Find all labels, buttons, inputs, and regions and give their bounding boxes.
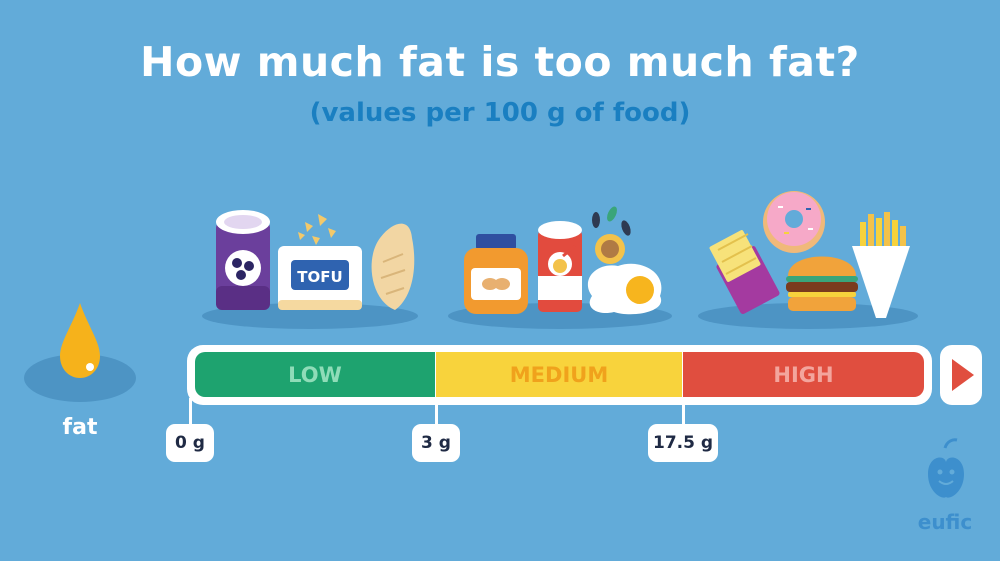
scale-segment-low: LOW	[195, 352, 435, 397]
high-group-shadow	[698, 303, 918, 329]
chocolate-icon	[709, 230, 780, 314]
donut-icon	[763, 191, 825, 253]
scale-label-medium: MEDIUM	[509, 362, 609, 387]
scale-label-high: HIGH	[773, 362, 834, 387]
fat-level-scale: LOW MEDIUM HIGH	[187, 345, 932, 405]
apple-face-icon	[928, 438, 964, 498]
tick-3	[435, 398, 438, 428]
threshold-17-5g: 17.5 g	[648, 424, 718, 462]
threshold-0g: 0 g	[166, 424, 214, 462]
nutrient-label: fat	[62, 415, 98, 440]
tofu-label: TOFU	[297, 268, 342, 286]
burger-icon	[786, 256, 858, 311]
scale-segment-high: HIGH	[683, 352, 924, 397]
brand-name: eufic	[917, 510, 973, 534]
fried-egg-icon	[587, 263, 662, 315]
scale-arrow	[940, 345, 982, 405]
tick-17-5	[682, 398, 685, 428]
fat-drop-highlight	[86, 363, 94, 371]
scale-segment-medium: MEDIUM	[436, 352, 682, 397]
walnut-icon	[595, 234, 625, 264]
page-title: How much fat is too much fat?	[140, 38, 860, 86]
peanut-butter-jar-icon	[464, 234, 528, 314]
tofu-icon	[278, 214, 362, 310]
fries-icon	[852, 212, 910, 318]
page-subtitle: (values per 100 g of food)	[309, 98, 691, 128]
tick-0	[189, 398, 192, 428]
fat-drop-icon	[60, 303, 100, 378]
scale-label-low: LOW	[288, 362, 342, 387]
seeds-icon	[592, 206, 631, 236]
threshold-3g: 3 g	[412, 424, 460, 462]
beans-can-icon	[216, 210, 270, 310]
chicken-breast-icon	[371, 223, 415, 310]
play-arrow-icon	[952, 359, 974, 391]
fish-can-icon	[538, 221, 582, 312]
